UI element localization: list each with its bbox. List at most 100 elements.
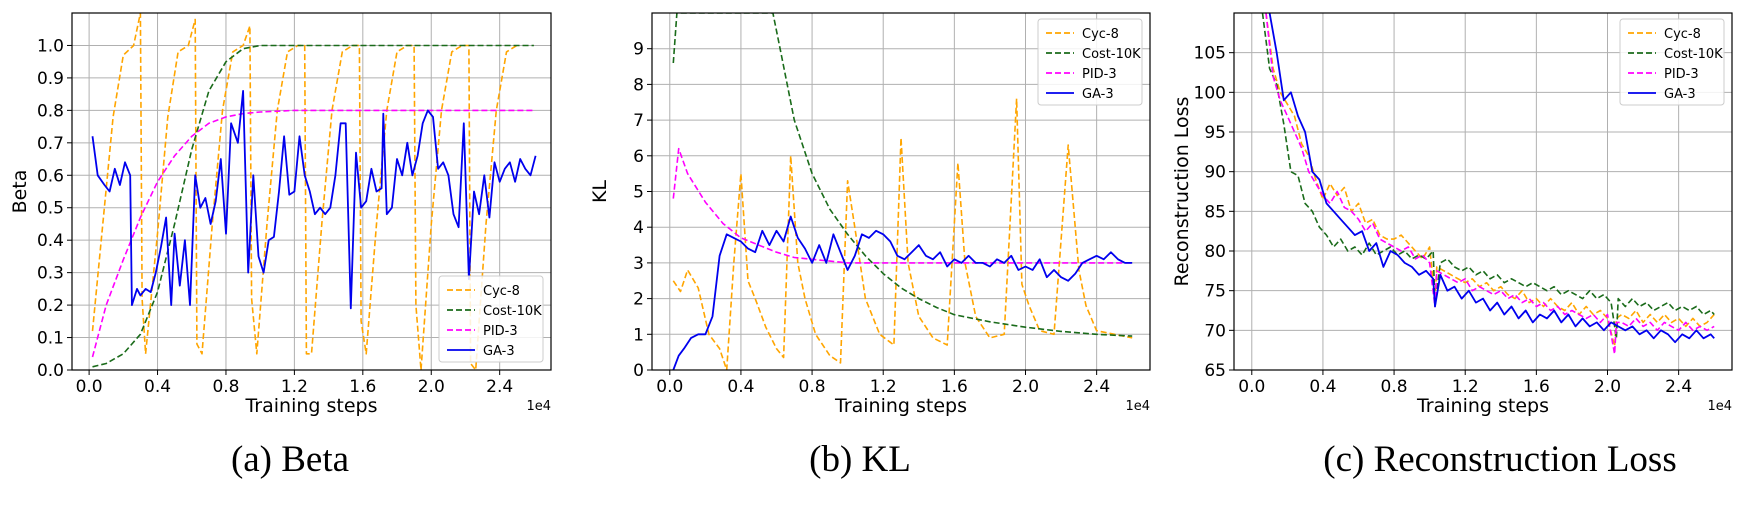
x-tick-label: 0.8 [1381,377,1408,397]
y-tick-label: 95 [1204,123,1226,143]
y-tick-label: 0.3 [37,264,64,284]
chart-panel-beta: 0.0 0.4 0.8 1.2 1.6 2.0 2.4 0.0 0.1 0.2 0.3 0.4 0.5 0… [9,12,552,417]
chart-panel-reconstruction-loss: 0.0 0.4 0.8 1.2 1.6 2.0 2.4 65 70 75 80 85 90 95 100 10… [1171,12,1733,417]
legend-label-ga-3: GA-3 [483,344,515,359]
y-tick-label: 70 [1204,321,1226,341]
legend-label-cost-10k: Cost-10K [1082,47,1141,62]
x-tick-label: 1.6 [1523,377,1550,397]
x-tick-label: 2.4 [1083,377,1110,397]
x-tick-label: 1.2 [281,377,308,397]
y-tick-label: 0.0 [37,361,64,381]
caption-kl: (b) KL [809,439,911,480]
y-tick-label: 85 [1204,202,1226,222]
legend-label-cyc-8: Cyc-8 [1082,27,1119,42]
x-axis-multiplier: 1e4 [526,399,551,414]
y-tick-label: 0.4 [37,231,64,251]
plot-frame [71,12,552,371]
x-tick-label: 1.6 [349,377,376,397]
series-line-cyc-8 [672,97,1133,370]
caption-reconstruction-loss: (c) Reconstruction Loss [1323,439,1677,480]
x-tick-label: 0.4 [144,377,171,397]
legend-label-pid-3: PID-3 [483,324,518,339]
y-tick-label: 105 [1194,44,1226,64]
legend-label-cost-10k: Cost-10K [1664,47,1723,62]
x-axis-multiplier: 1e4 [1125,399,1150,414]
y-tick-label: 0.2 [37,296,64,316]
series-line-pid-3 [672,147,1133,264]
legend-box [438,275,544,363]
y-tick-label: 0.1 [37,329,64,349]
legend-label-cyc-8: Cyc-8 [483,284,520,299]
chart-panel-kl: 0.0 0.4 0.8 1.2 1.6 2.0 2.4 0 1 2 3 4 5 6 7 8 9 Training … [589,12,1151,417]
y-tick-label: 8 [633,75,644,95]
y-tick-label: 2 [633,290,644,310]
legend-label-pid-3: PID-3 [1664,67,1699,82]
legend-label-cost-10k: Cost-10K [483,304,542,319]
y-tick-label: 3 [633,254,644,274]
x-tick-label: 2.4 [1665,377,1692,397]
y-tick-label: 75 [1204,282,1226,302]
x-axis-label: Training steps [834,395,967,417]
series-line-ga-3 [1268,13,1715,344]
x-tick-label: 2.0 [1012,377,1039,397]
legend-box [1619,18,1725,106]
x-tick-label: 1.2 [1452,377,1479,397]
y-axis-label: Reconstruction Loss [1171,97,1193,287]
x-axis-multiplier: 1e4 [1707,399,1732,414]
y-axis-label: KL [589,180,611,203]
x-tick-label: 2.4 [486,377,513,397]
y-axis-label: Beta [9,170,31,214]
x-tick-label: 0.0 [1238,377,1265,397]
x-axis-label: Training steps [244,395,377,417]
series-line-ga-3 [91,90,537,310]
y-tick-label: 4 [633,218,644,238]
x-tick-label: 0.0 [76,377,103,397]
series-group-recon [1261,13,1715,355]
x-tick-label: 2.0 [418,377,445,397]
y-tick-label: 65 [1204,361,1226,381]
series-line-ga-3 [672,215,1133,370]
x-tick-label: 0.8 [212,377,239,397]
x-tick-label: 1.2 [870,377,897,397]
series-group-kl [672,13,1133,370]
y-tick-label: 9 [633,40,644,60]
x-tick-label: 1.6 [941,377,968,397]
y-tick-label: 6 [633,147,644,167]
series-line-pid-3 [1265,13,1715,355]
legend-label-ga-3: GA-3 [1664,87,1696,102]
y-tick-label: 0.5 [37,199,64,219]
y-tick-label: 1.0 [37,36,64,56]
y-tick-label: 90 [1204,163,1226,183]
legend: Cyc-8 Cost-10K PID-3 GA-3 [438,275,544,363]
legend-box [1037,18,1143,106]
y-tick-label: 80 [1204,242,1226,262]
y-tick-label: 0.6 [37,166,64,186]
x-tick-label: 2.0 [1594,377,1621,397]
x-tick-label: 0.4 [727,377,754,397]
y-tick-label: 100 [1194,83,1226,103]
series-line-cost-10k [672,13,1133,337]
x-tick-label: 0.4 [1309,377,1336,397]
series-line-cyc-8 [1265,13,1715,348]
x-tick-label: 0.0 [656,377,683,397]
legend-label-cyc-8: Cyc-8 [1664,27,1701,42]
series-line-cost-10k [1261,13,1715,340]
y-tick-label: 1 [633,325,644,345]
legend-label-pid-3: PID-3 [1082,67,1117,82]
legend: Cyc-8 Cost-10K PID-3 GA-3 [1037,18,1143,106]
grid-kl [652,13,1150,371]
y-tick-label: 7 [633,111,644,131]
x-axis-label: Training steps [1416,395,1549,417]
series-line-cyc-8 [91,13,518,370]
series-group-beta [91,13,537,370]
legend-label-ga-3: GA-3 [1082,87,1114,102]
caption-beta: (a) Beta [230,439,350,480]
y-tick-label: 0 [633,361,644,381]
series-line-cost-10k [92,44,534,368]
x-tick-label: 0.8 [799,377,826,397]
y-tick-label: 0.8 [37,101,64,121]
y-tick-label: 5 [633,183,644,203]
y-tick-label: 0.9 [37,69,64,89]
legend: Cyc-8 Cost-10K PID-3 GA-3 [1619,18,1725,106]
